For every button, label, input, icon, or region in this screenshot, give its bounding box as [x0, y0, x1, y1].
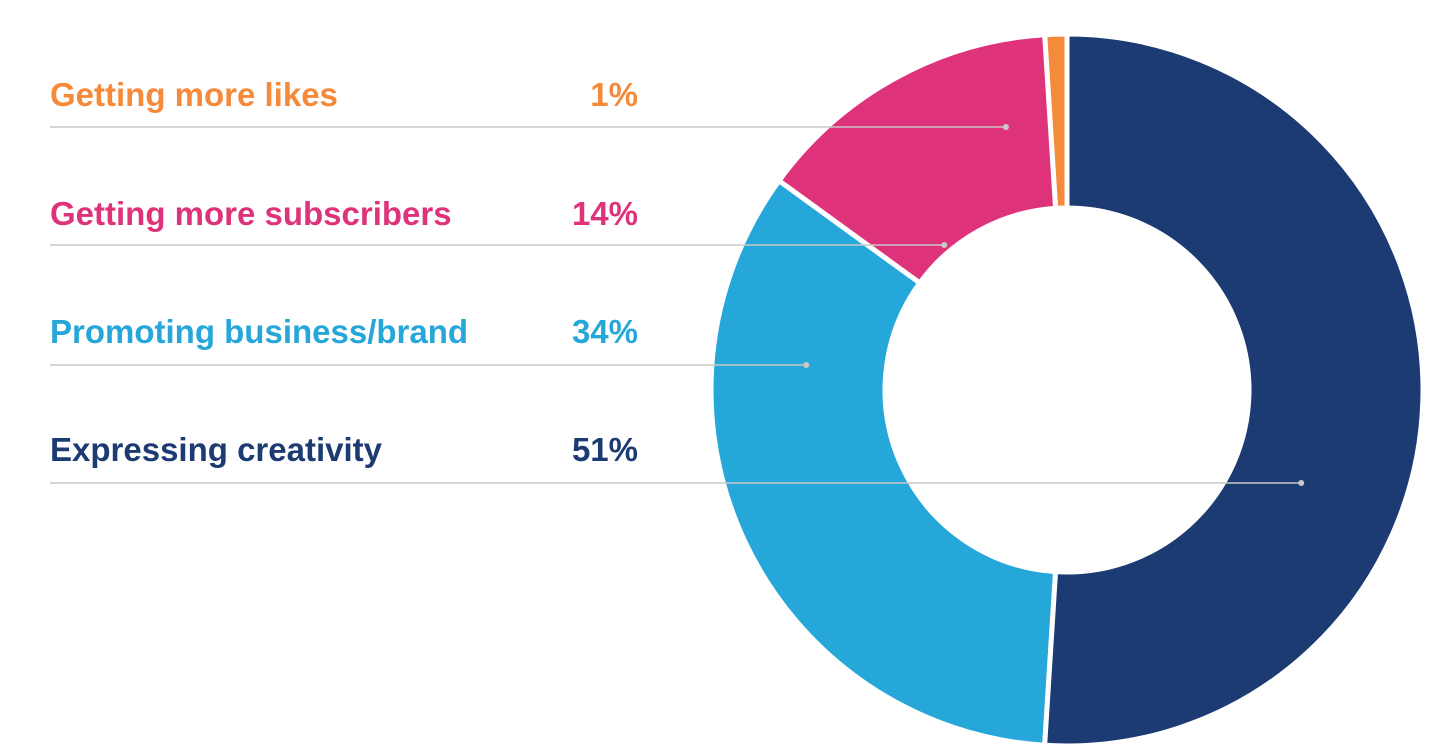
- legend-value-expressing-creativity: 51%: [572, 431, 638, 468]
- legend-label-expressing-creativity: Expressing creativity: [50, 431, 383, 468]
- leader-dot-promoting-business-brand: [803, 362, 810, 368]
- legend-value-getting-more-subscribers: 14%: [572, 195, 638, 232]
- donut-slices: [708, 31, 1426, 749]
- slice-getting-more-subscribers: [776, 32, 1059, 286]
- leader-dot-getting-more-likes: [1002, 124, 1009, 130]
- leader-dot-getting-more-subscribers: [941, 242, 948, 248]
- slice-expressing-creativity: [1042, 31, 1426, 749]
- legend-label-getting-more-subscribers: Getting more subscribers: [50, 195, 452, 232]
- legend-value-getting-more-likes: 1%: [590, 76, 638, 113]
- legend-value-promoting-business-brand: 34%: [572, 313, 638, 350]
- slice-promoting-business-brand: [708, 178, 1059, 748]
- legend: Getting more likes 1% Getting more subscri…: [50, 76, 1305, 486]
- legend-label-promoting-business-brand: Promoting business/brand: [50, 313, 468, 350]
- leader-dot-expressing-creativity: [1298, 480, 1305, 486]
- legend-label-getting-more-likes: Getting more likes: [50, 76, 338, 113]
